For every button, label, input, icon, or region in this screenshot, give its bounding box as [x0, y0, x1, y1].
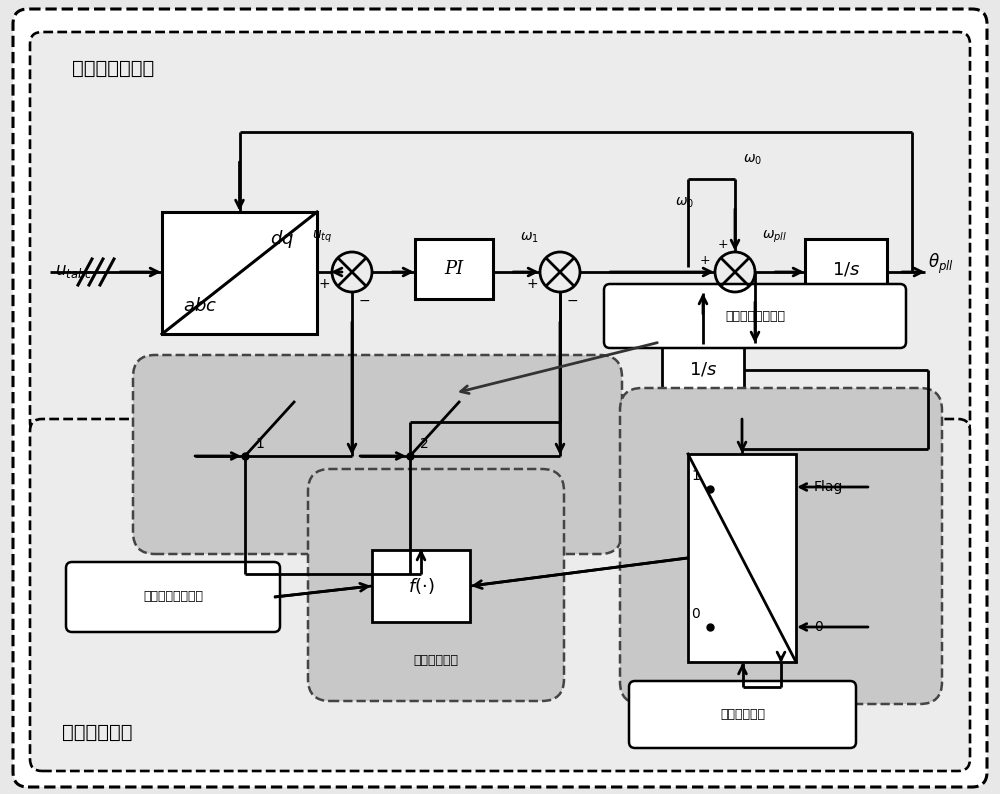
Text: 原有锁相环控制: 原有锁相环控制: [72, 59, 154, 78]
Text: $\theta_{pll}$: $\theta_{pll}$: [928, 252, 954, 276]
FancyBboxPatch shape: [30, 32, 970, 434]
Text: $1/s$: $1/s$: [689, 361, 717, 379]
Text: +: +: [318, 277, 330, 291]
Text: 2: 2: [420, 437, 429, 451]
FancyBboxPatch shape: [308, 469, 564, 701]
FancyBboxPatch shape: [662, 344, 744, 396]
Text: 1: 1: [692, 469, 700, 483]
FancyBboxPatch shape: [688, 454, 796, 662]
Text: 阻尼模式选择环节: 阻尼模式选择环节: [143, 591, 203, 603]
Text: $abc$: $abc$: [183, 297, 217, 315]
FancyBboxPatch shape: [620, 388, 942, 704]
FancyBboxPatch shape: [30, 419, 970, 771]
Text: $u_{tq}$: $u_{tq}$: [312, 229, 332, 245]
Text: $\omega_{pll}$: $\omega_{pll}$: [762, 229, 787, 245]
Text: 附加阻尼控制环节: 附加阻尼控制环节: [725, 310, 785, 322]
Text: $1/s$: $1/s$: [832, 260, 860, 278]
Text: $\omega_0$: $\omega_0$: [743, 152, 762, 167]
Text: $\omega_0$: $\omega_0$: [675, 195, 695, 210]
FancyBboxPatch shape: [133, 355, 622, 554]
FancyBboxPatch shape: [604, 284, 906, 348]
Text: $f(\cdot)$: $f(\cdot)$: [408, 576, 434, 596]
Text: 0: 0: [692, 607, 700, 621]
Text: $-$: $-$: [358, 293, 370, 307]
FancyBboxPatch shape: [805, 239, 887, 299]
Text: +: +: [700, 253, 710, 267]
Text: 附加控制环节: 附加控制环节: [62, 723, 132, 742]
Text: PI: PI: [444, 260, 464, 278]
Text: $dq$: $dq$: [270, 228, 294, 250]
FancyBboxPatch shape: [372, 550, 470, 622]
Text: $\omega_1$: $\omega_1$: [520, 230, 539, 245]
FancyBboxPatch shape: [415, 239, 493, 299]
FancyBboxPatch shape: [162, 212, 317, 334]
Text: $-$: $-$: [566, 293, 578, 307]
Text: 控制模式信号: 控制模式信号: [414, 654, 458, 668]
Text: Flag: Flag: [814, 480, 843, 494]
FancyBboxPatch shape: [629, 681, 856, 748]
FancyBboxPatch shape: [66, 562, 280, 632]
Text: +: +: [526, 277, 538, 291]
Text: 1: 1: [255, 437, 264, 451]
Text: +: +: [718, 238, 728, 252]
Text: $u_{tabc}$: $u_{tabc}$: [55, 264, 93, 280]
Text: 0: 0: [814, 620, 823, 634]
FancyBboxPatch shape: [13, 9, 987, 787]
Text: 故障检测环节: 故障检测环节: [720, 708, 765, 721]
